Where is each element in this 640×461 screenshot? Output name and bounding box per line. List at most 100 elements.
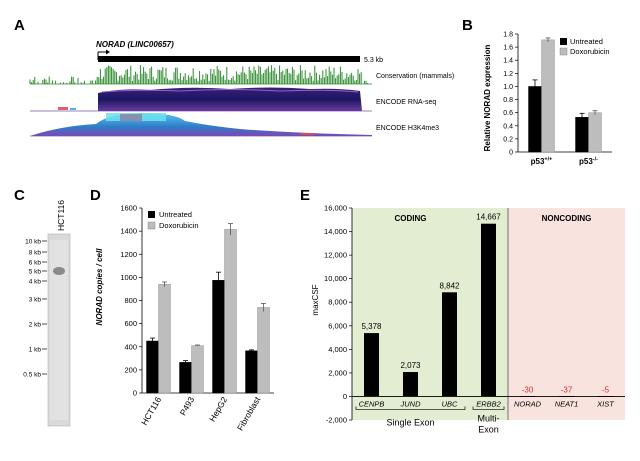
blot-band (53, 267, 65, 275)
bar-CENPB (364, 333, 379, 397)
y-tick-label: 10,000 (324, 274, 347, 283)
y-tick-label: 200 (124, 365, 137, 374)
panel-e-ylabel: maxCSF (311, 284, 320, 315)
bar-untreated-Fibroblast (245, 350, 258, 394)
bar-doxorubicin-p53+/+ (541, 39, 555, 153)
rnaseq-label: ENCODE RNA-seq (376, 99, 436, 106)
panel-e-chart: CODING NONCODING -2,000 0 2,000 4,000 6,000 8,0… (324, 204, 625, 434)
bar-NORAD (520, 396, 535, 397)
group-label-multi-exon: Multi- (478, 413, 500, 423)
region-label-noncoding: NONCODING (542, 214, 592, 223)
blot-marker-label: 0.5 kb (23, 372, 41, 379)
panel-c-letter: C (14, 187, 25, 204)
bar-doxorubicin-HepG2 (224, 229, 237, 394)
bar-untreated-P493 (179, 362, 192, 394)
bar-untreated-HepG2 (212, 280, 225, 394)
y-tick-label: 12,000 (324, 251, 347, 260)
y-tick-label: 0.4 (503, 123, 513, 130)
bar-XIST (598, 396, 613, 397)
legend-label-doxorubicin: Doxorubicin (159, 221, 199, 230)
y-tick-label: 6,000 (328, 321, 347, 330)
y-tick-label: 2,000 (328, 368, 347, 377)
gene-length-label: 5.3 kb (364, 57, 383, 64)
y-tick-label: 0 (343, 392, 347, 401)
panel-e: E maxCSF CODING NONCODING -2,000 0 2,000 4,00… (300, 187, 625, 434)
panel-c: C HCT116 10 kb 8 kb 6 kb 5 kb 4 kb 3 kb 2 kb 1 … (14, 187, 71, 427)
bar-UBC (442, 292, 457, 397)
y-tick-label: 14,000 (324, 227, 347, 236)
blot-lane-label: HCT116 (56, 200, 66, 231)
bar-untreated-p53-/- (575, 117, 589, 153)
panel-b-chart: 0 0.2 0.4 0.6 0.8 1.0 1.2 1.4 1.6 1.8 p53+/+ p53-/- (503, 32, 612, 167)
bar-untreated-p53+/+ (528, 86, 542, 153)
y-tick-label: 0.8 (503, 97, 513, 104)
panel-b: B Relative NORAD expression 0 0.2 0.4 0.6 0.… (462, 17, 612, 166)
y-tick-label: 1400 (120, 227, 137, 236)
y-tick-label: 800 (124, 296, 137, 305)
panel-d-ylabel: NORAD copies / cell (95, 248, 104, 326)
panel-a: A NORAD (LINC00657) 5.3 kb Conservation … (14, 17, 454, 137)
blot-marker-label: 10 kb (25, 239, 41, 246)
noncoding-region (508, 208, 625, 420)
blot-marker-label: 8 kb (29, 250, 42, 257)
y-tick-label: 8,000 (328, 298, 347, 307)
x-tick-label: p53+/+ (531, 157, 553, 167)
y-tick-label: 1200 (120, 250, 137, 259)
bar-NEAT1 (559, 396, 574, 397)
x-tick-label: XIST (596, 399, 615, 408)
blot-marker-label: 1 kb (29, 347, 42, 354)
y-tick-label: 1.4 (503, 58, 513, 65)
y-tick-label: 4,000 (328, 345, 347, 354)
legend-swatch-doxorubicin (147, 221, 156, 230)
y-tick-label: 0.2 (503, 136, 513, 143)
panel-a-letter: A (14, 17, 25, 34)
value-label: -37 (561, 385, 573, 394)
blot-marker-label: 5 kb (29, 269, 42, 276)
region-label-coding: CODING (395, 214, 427, 223)
h3k4me3-track (30, 113, 372, 137)
y-tick-label: 0 (509, 150, 513, 157)
group-label-single-exon: Single Exon (386, 417, 434, 427)
legend-label-doxorubicin: Doxorubicin (570, 47, 610, 56)
y-tick-label: 16,000 (324, 204, 347, 213)
panel-b-letter: B (462, 17, 473, 34)
panel-b-ylabel: Relative NORAD expression (483, 45, 492, 152)
bar-ERBB2 (481, 223, 496, 397)
legend-label-untreated: Untreated (159, 210, 192, 219)
conservation-label: Conservation (mammals) (376, 73, 454, 80)
value-label: -5 (602, 385, 610, 394)
y-tick-label: 1000 (120, 273, 137, 282)
bar-doxorubicin-Fibroblast (257, 307, 270, 394)
blot-marker-label: 2 kb (29, 322, 42, 329)
bar-doxorubicin-P493 (191, 345, 204, 394)
gene-body (98, 56, 360, 62)
x-tick-label: JUND (400, 399, 422, 408)
value-label: 2,073 (400, 361, 421, 370)
panel-d: D NORAD copies / cell 0 200 400 600 800 1000 1… (90, 187, 274, 432)
group-bracket-single-exon (355, 406, 466, 410)
y-tick-label: 1.8 (503, 32, 513, 39)
value-label: 14,667 (476, 213, 501, 222)
legend-swatch-untreated (560, 38, 567, 45)
bar-doxorubicin-p53-/- (588, 112, 602, 153)
value-label: -30 (522, 385, 534, 394)
rnaseq-track (30, 87, 372, 112)
bar-doxorubicin-HCT116 (158, 284, 171, 394)
x-tick-label: CENPB (359, 399, 385, 408)
x-tick-label: NORAD (514, 399, 542, 408)
y-tick-label: 0.6 (503, 110, 513, 117)
group-bracket-multi-exon (472, 406, 505, 410)
panel-d-letter: D (90, 187, 101, 204)
panel-d-legend: Untreated Doxorubicin (147, 210, 199, 230)
h3k4me3-label: ENCODE H3K4me3 (376, 125, 439, 132)
blot-marker-label: 6 kb (29, 260, 42, 267)
value-label: 8,842 (439, 281, 460, 290)
bar-untreated-HCT116 (146, 340, 159, 394)
y-tick-label: 400 (124, 342, 137, 351)
y-tick-label: 1.2 (503, 71, 513, 78)
gene-label: NORAD (LINC00657) (96, 40, 174, 49)
panel-d-chart: 0 200 400 600 800 1000 1200 1400 1600 HCT116 P493 H… (120, 204, 274, 432)
legend-label-untreated: Untreated (570, 37, 603, 46)
group-label-exon: Exon (478, 424, 499, 434)
